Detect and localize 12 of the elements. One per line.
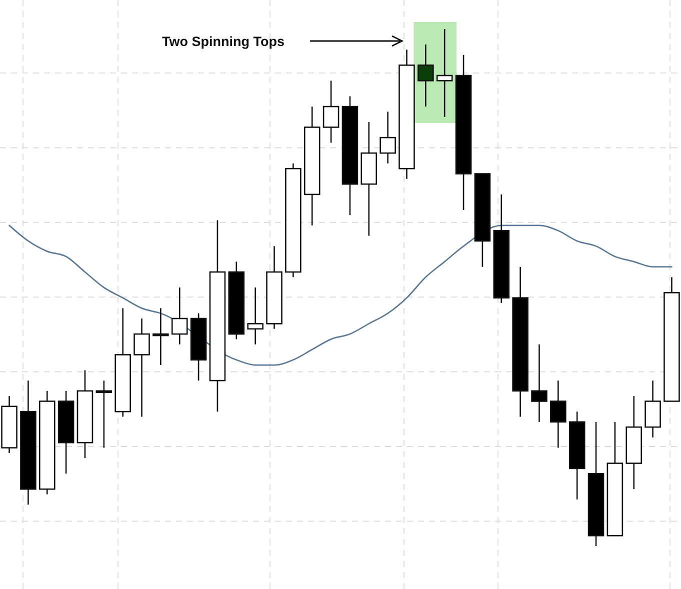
candlestick [96,380,112,448]
candlestick [550,380,566,448]
candlestick [152,308,169,366]
candlestick [380,111,396,164]
candlestick [418,44,434,108]
candlestick [531,344,548,423]
candlestick [322,80,340,144]
candlestick [247,286,264,346]
candlestick [171,286,188,346]
candlestick [436,28,453,118]
annotation: Two Spinning Tops [162,34,284,49]
candlestick [134,318,150,418]
